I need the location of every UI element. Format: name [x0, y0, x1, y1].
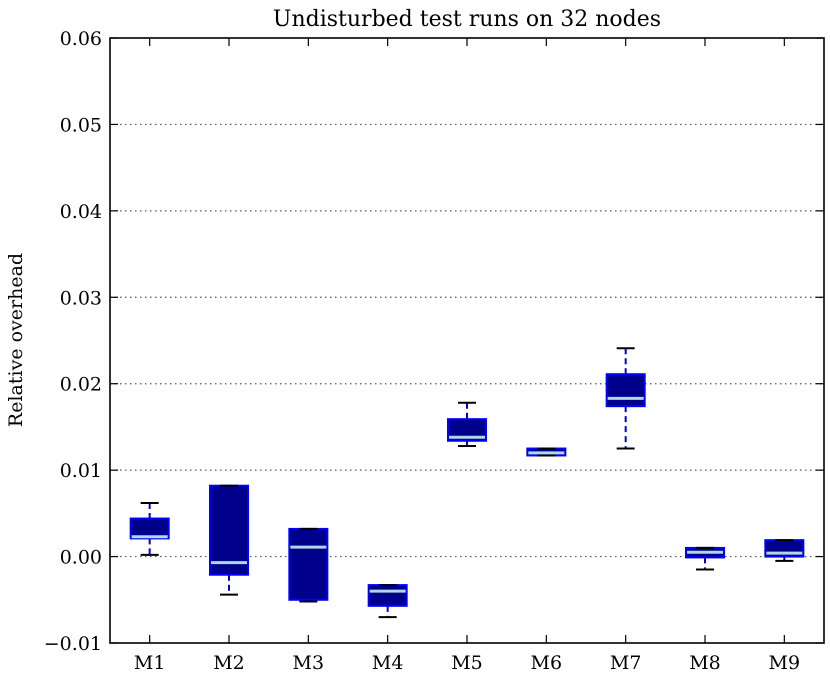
x-tick-label: M3: [293, 652, 325, 674]
ticks: −0.01 0.00 0.01 0.02 0.03 0.04 0.05 0.06 M1 M2 M3 M…: [44, 28, 824, 674]
y-tick-label: 0.03: [60, 287, 102, 309]
x-tick-label: M9: [769, 652, 801, 674]
chart-title: Undisturbed test runs on 32 nodes: [273, 7, 661, 32]
box-body: [129, 517, 170, 540]
x-tick-label: M6: [531, 652, 563, 674]
y-tick-label: 0.06: [60, 28, 102, 50]
x-tick-label: M4: [372, 652, 404, 674]
box-body: [367, 584, 408, 607]
x-tick-label: M7: [610, 652, 642, 674]
box-m1: [129, 501, 170, 556]
y-tick-label: 0.02: [60, 374, 102, 396]
box-m8: [685, 546, 725, 571]
y-tick-label: −0.01: [44, 633, 102, 655]
box-body: [288, 527, 329, 601]
y-tick-label: 0.05: [60, 114, 102, 136]
box-m7: [605, 347, 646, 450]
box-m9: [764, 539, 805, 562]
box-body: [605, 373, 646, 408]
boxes: [129, 347, 805, 619]
x-tick-label: M5: [451, 652, 483, 674]
box-m4: [367, 584, 408, 619]
box-body: [447, 418, 487, 442]
plot-frame: [109, 37, 825, 644]
box-m2: [209, 484, 249, 596]
y-tick-label: 0.00: [60, 547, 102, 569]
x-tick-label: M8: [689, 652, 721, 674]
x-tick-label: M1: [134, 652, 166, 674]
box-m5: [447, 401, 487, 447]
box-m6: [526, 447, 567, 457]
x-tick-label: M2: [213, 652, 245, 674]
y-axis-label: Relative overhead: [5, 253, 27, 427]
box-m3: [288, 527, 329, 603]
y-tick-label: 0.04: [60, 201, 102, 223]
y-tick-label: 0.01: [60, 460, 102, 482]
